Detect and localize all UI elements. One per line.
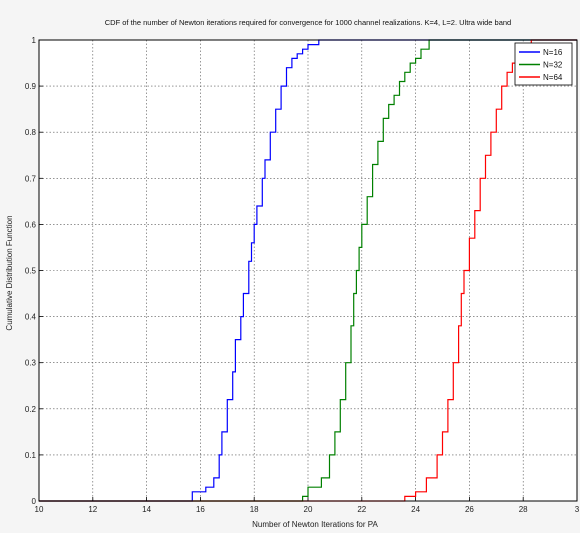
x-tick-label: 26 (465, 505, 474, 514)
x-tick-label: 3 (575, 505, 580, 514)
y-tick-label: 0.5 (25, 267, 37, 276)
x-tick-label: 14 (142, 505, 151, 514)
y-tick-label: 0.7 (25, 174, 37, 183)
y-tick-label: 0.2 (25, 405, 37, 414)
axis-ticks: 10 12 14 16 18 20 22 24 26 28 300.10.20.30.40.50.6… (25, 36, 580, 514)
series-line-n64 (39, 39, 577, 502)
y-tick-label: 0.6 (25, 220, 37, 229)
y-tick-label: 0.3 (25, 359, 37, 368)
legend-entry: N=64 (543, 73, 563, 82)
x-tick-label: 28 (519, 505, 528, 514)
x-tick-label: 24 (411, 505, 420, 514)
legend-entry: N=16 (543, 48, 563, 57)
y-axis-label: Cumulative Distribution Function (5, 215, 14, 330)
y-tick-label: 0.1 (25, 451, 37, 460)
x-tick-label: 16 (196, 505, 205, 514)
y-tick-label: 0 (32, 497, 37, 506)
series-line-n16 (39, 39, 577, 502)
x-tick-label: 20 (304, 505, 313, 514)
x-tick-label: 12 (88, 505, 97, 514)
x-tick-label: 18 (250, 505, 259, 514)
y-tick-label: 0.8 (25, 128, 37, 137)
chart-title: CDF of the number of Newton iterations r… (105, 18, 511, 27)
y-tick-label: 1 (32, 36, 37, 45)
series-line-n32 (39, 39, 577, 502)
legend: N=16 N=32 N=64 (514, 42, 573, 86)
x-axis-label: Number of Newton Iterations for PA (252, 520, 378, 529)
x-tick-label: 10 (35, 505, 44, 514)
legend-entry: N=32 (543, 61, 563, 70)
x-tick-label: 22 (357, 505, 366, 514)
y-tick-label: 0.9 (25, 82, 37, 91)
y-tick-label: 0.4 (25, 313, 37, 322)
grid-lines (39, 40, 577, 501)
series-lines (39, 39, 577, 502)
